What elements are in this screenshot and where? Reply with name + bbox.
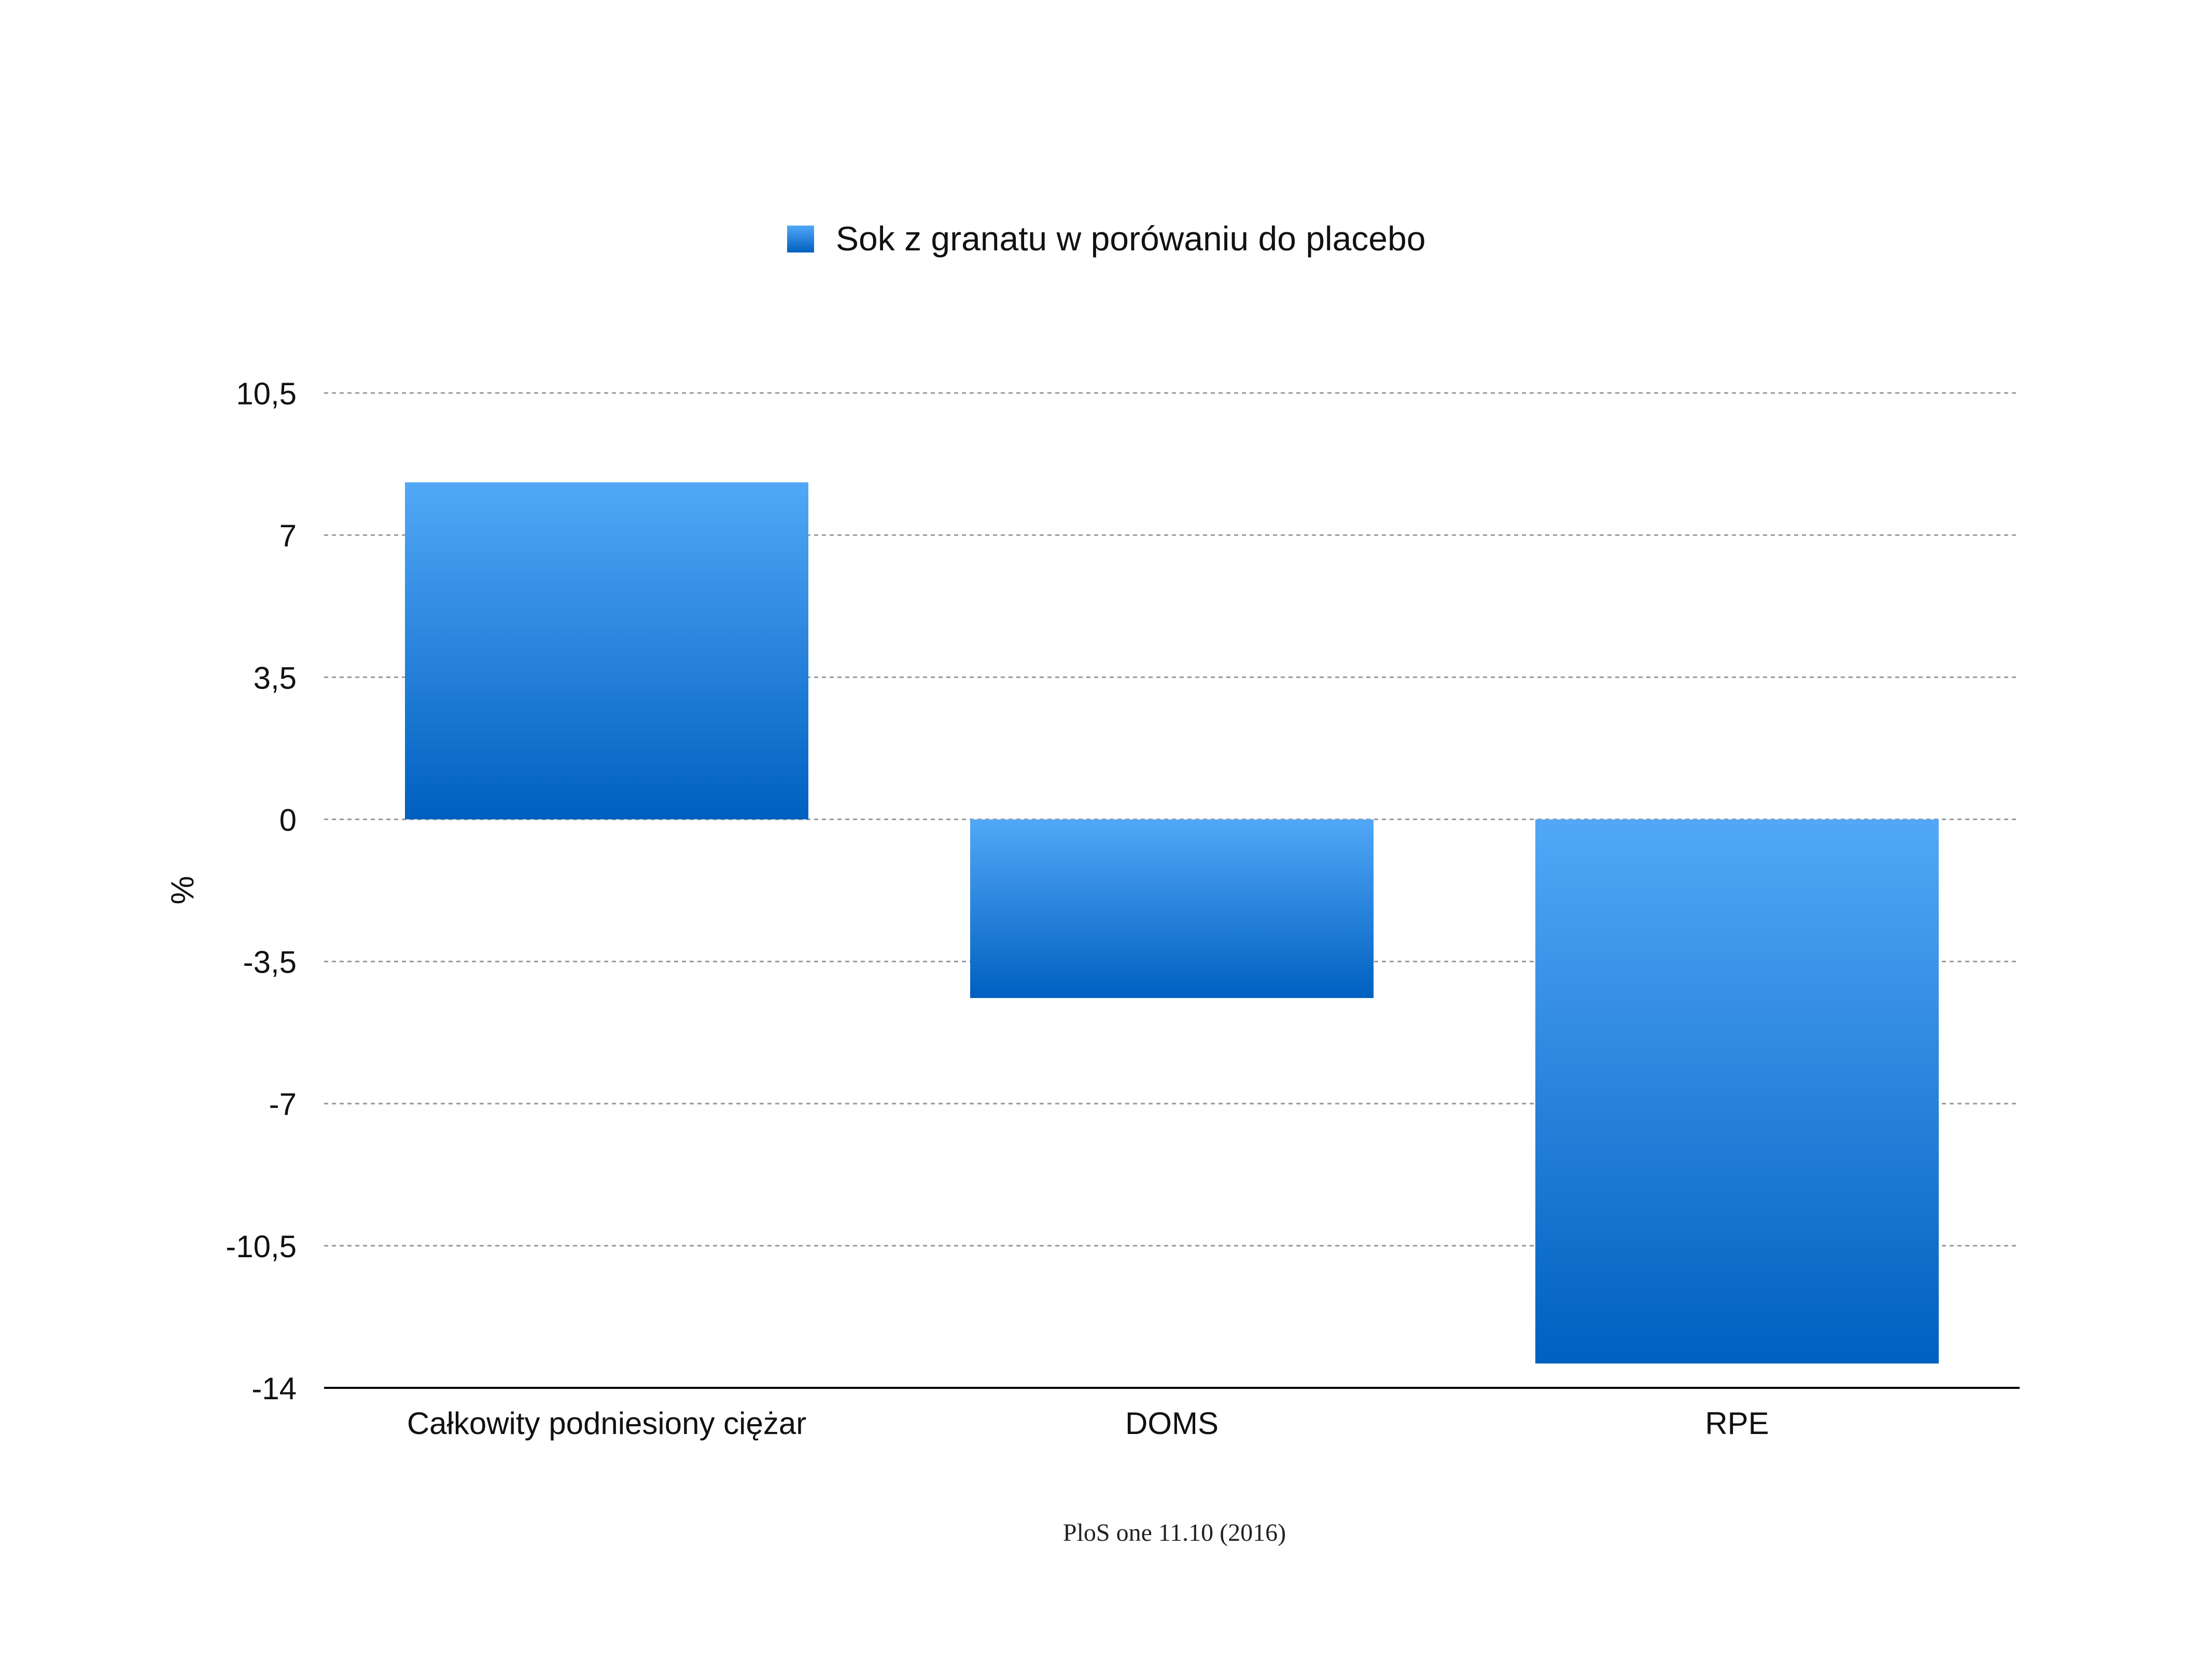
y-tick-label: 3,5 bbox=[254, 660, 297, 695]
bars bbox=[405, 482, 1939, 1364]
y-tick-label: 7 bbox=[279, 518, 297, 553]
y-axis-ticks: 10,5 7 3,5 0 -3,5 -7 -10,5 -14 bbox=[226, 376, 297, 1406]
y-tick-label: -10,5 bbox=[226, 1229, 297, 1264]
y-tick-label: -3,5 bbox=[243, 945, 297, 980]
y-tick-label: 0 bbox=[279, 803, 297, 837]
y-axis-title: % bbox=[165, 876, 201, 904]
legend-label: Sok z granatu w porówaniu do placebo bbox=[836, 219, 1425, 258]
source-citation: PloS one 11.10 (2016) bbox=[1063, 1519, 1286, 1546]
x-axis-categories: Całkowity podniesiony ciężar DOMS RPE bbox=[407, 1406, 1769, 1441]
x-category-label: Całkowity podniesiony ciężar bbox=[407, 1406, 806, 1441]
y-tick-label: -7 bbox=[269, 1087, 297, 1122]
bar bbox=[1535, 819, 1939, 1364]
legend-swatch bbox=[787, 226, 814, 252]
y-tick-label: 10,5 bbox=[236, 376, 297, 411]
y-tick-label: -14 bbox=[251, 1371, 297, 1406]
x-category-label: RPE bbox=[1705, 1406, 1769, 1441]
x-category-label: DOMS bbox=[1125, 1406, 1219, 1441]
bar bbox=[970, 819, 1374, 999]
bar bbox=[405, 482, 808, 820]
legend: Sok z granatu w porówaniu do placebo bbox=[787, 219, 1425, 258]
